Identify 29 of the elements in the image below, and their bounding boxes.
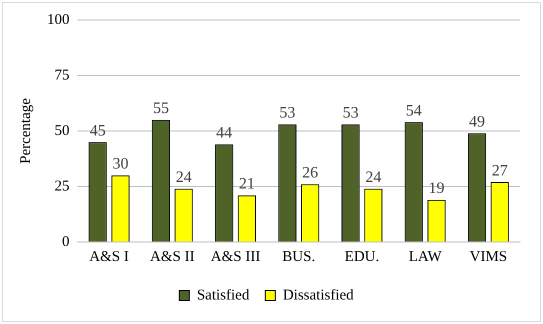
data-label: 45 bbox=[90, 122, 106, 140]
legend-label: Satisfied bbox=[196, 287, 250, 304]
x-tick-label: A&S II bbox=[150, 248, 195, 265]
data-label: 44 bbox=[216, 124, 232, 142]
y-tick-label: 0 bbox=[62, 234, 70, 250]
x-tick-label: EDU. bbox=[344, 248, 380, 265]
data-label: 24 bbox=[365, 168, 382, 186]
data-label: 30 bbox=[112, 156, 128, 173]
y-tick-label: 50 bbox=[54, 122, 70, 139]
legend-label: Dissatisfied bbox=[282, 287, 354, 304]
x-tick-label: BUS. bbox=[282, 248, 316, 265]
data-label: 21 bbox=[238, 176, 255, 193]
x-tick-label: A&S III bbox=[210, 248, 260, 265]
data-label: 53 bbox=[279, 104, 296, 122]
data-label: 26 bbox=[302, 164, 318, 182]
x-tick-label: VIMS bbox=[470, 248, 508, 265]
data-label: 53 bbox=[342, 104, 359, 122]
data-label: 19 bbox=[428, 180, 445, 198]
data-label: 24 bbox=[176, 168, 192, 186]
data-label: 55 bbox=[152, 100, 169, 118]
y-tick-label: 100 bbox=[47, 12, 70, 28]
data-label: 27 bbox=[492, 162, 508, 180]
x-tick-label: A&S I bbox=[89, 248, 129, 265]
y-axis-title: Percentage bbox=[18, 98, 34, 164]
x-tick-label: LAW bbox=[408, 248, 442, 265]
data-label: 54 bbox=[406, 102, 422, 120]
y-tick-label: 75 bbox=[54, 67, 70, 84]
y-tick-label: 25 bbox=[54, 178, 70, 194]
data-label: 49 bbox=[469, 113, 486, 130]
